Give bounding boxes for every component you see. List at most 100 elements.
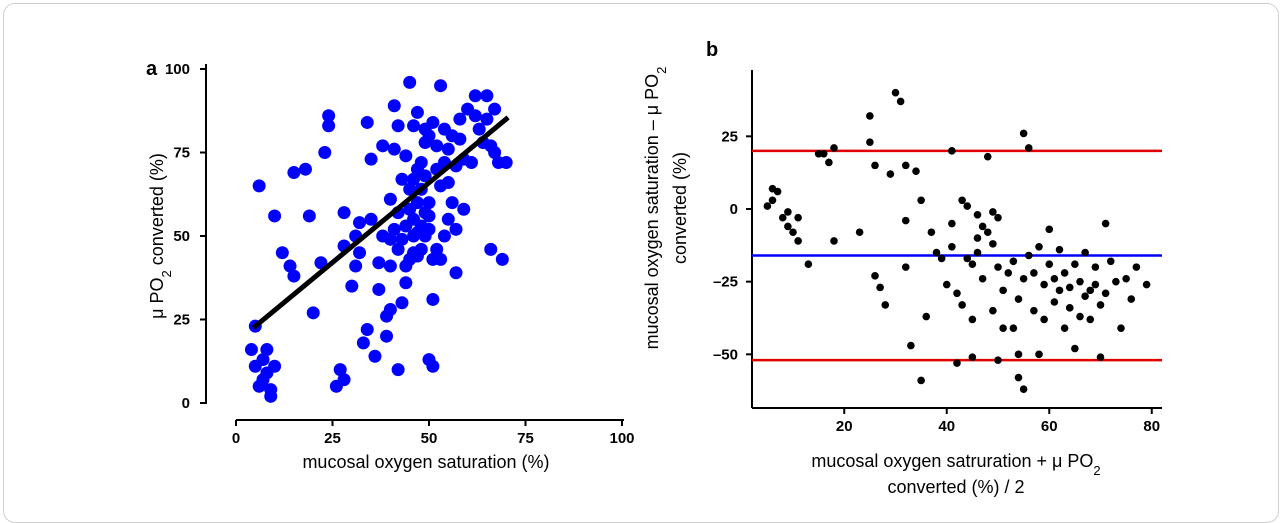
panel-b-point (1086, 315, 1095, 324)
panel-b-point (901, 216, 910, 225)
panel-a-point (480, 112, 494, 126)
panel-b-point (1101, 289, 1110, 298)
panel-b-point (881, 301, 890, 309)
panel-a-point (395, 232, 409, 246)
panel-a-point (314, 256, 328, 270)
panel-a-point (318, 146, 332, 159)
panel-a-point (410, 196, 424, 210)
panel-b-point (763, 202, 772, 210)
panel-b-point (1019, 274, 1028, 283)
panel-b-y-label-line1: mucosal oxygen saturation – μ PO2 (642, 67, 669, 350)
panel-b-point (1014, 350, 1023, 359)
panel-a-y-ticks: 0 25 50 75 100 (165, 61, 206, 412)
panel-b-point (999, 324, 1007, 332)
panel-b-point (907, 341, 915, 350)
panel-b-point (1009, 324, 1018, 332)
panel-a-point (395, 296, 409, 310)
panel-a-point (383, 259, 397, 273)
panel-a-point (488, 102, 502, 116)
panel-b-point (1055, 245, 1064, 254)
panel-a-point (414, 156, 428, 170)
panel-b-label: b (706, 39, 718, 61)
panel-a-point (337, 206, 351, 220)
panel-a-point (298, 162, 312, 176)
panel-b-point (1076, 312, 1084, 321)
panel-b-point (937, 254, 946, 263)
panel-a-y-tick-label: 100 (165, 61, 190, 78)
panel-b-point (1096, 353, 1105, 362)
panel-b-point (963, 254, 972, 263)
panel-a-point (322, 119, 336, 133)
panel-b-point (994, 263, 1002, 271)
panel-b-point (1024, 144, 1033, 152)
panel-a-point (434, 252, 448, 266)
panel-a-x-tick-label: 50 (421, 430, 438, 447)
panel-a-y-tick-label: 0 (182, 395, 190, 412)
panel-a-point (414, 242, 428, 256)
panel-b-point (1065, 283, 1074, 292)
panel-b-point (973, 234, 982, 242)
panel-a-x-ticks: 0 25 50 75 100 (232, 420, 635, 447)
panel-a-point (302, 209, 316, 223)
panel-a-point (383, 192, 397, 206)
panel-a-point (383, 232, 397, 246)
panel-b-point (1024, 251, 1033, 260)
panel-b-point (876, 283, 884, 292)
panel-b-point (1040, 280, 1048, 289)
panel-b-point (901, 161, 910, 170)
panel-a-point (453, 112, 467, 126)
panel-b-point (1127, 295, 1136, 303)
panel-b-point (942, 280, 951, 289)
panel-a-point (441, 142, 455, 156)
panel-b-point (830, 144, 838, 152)
panel-b-point (978, 222, 987, 231)
panel-a-point (364, 152, 378, 166)
panel-a-regression-line (251, 115, 510, 330)
panel-a-point (244, 343, 258, 357)
panel-a-point (407, 119, 421, 133)
panel-b-point (1101, 219, 1110, 228)
panel-a-point (372, 282, 386, 296)
panel-a-point (403, 182, 417, 196)
panel-a-point (252, 179, 266, 193)
panel-b-point (917, 196, 925, 205)
panel-b-point (1035, 242, 1043, 251)
panel-b-point (773, 187, 782, 196)
panel-b-point (978, 274, 987, 283)
panel-b-point (855, 228, 864, 237)
panel-a-point (434, 79, 448, 93)
panel-b-point (958, 301, 966, 309)
panel-a-point (356, 336, 370, 350)
panel-a-point (287, 269, 301, 283)
panel-b-point (784, 222, 792, 231)
panel-a-point (391, 119, 405, 133)
panel-a-point (399, 149, 413, 163)
panel-a-x-tick-label: 0 (232, 430, 240, 447)
panel-b-point (866, 112, 874, 120)
panel-b-point (973, 211, 982, 219)
panel-b-point (825, 158, 833, 167)
panel-b-point (1004, 269, 1013, 277)
panel-b-point (989, 240, 997, 248)
panel-b-point (1076, 277, 1084, 286)
panel-b-point (1009, 257, 1018, 266)
panel-b-point (958, 196, 966, 205)
panel-b-point (989, 208, 997, 216)
panel-b-point (871, 272, 879, 280)
panel-a-point (306, 306, 320, 320)
panel-a-point (353, 246, 367, 260)
panel-b: b –50 –25 0 25 20 40 60 80 mucosal oxygen satr… (642, 39, 1162, 497)
panel-b-x-label-line2: converted (%) / 2 (887, 477, 1024, 497)
panel-b-point (1106, 257, 1115, 266)
panel-b-point (953, 289, 961, 298)
panel-b-y-tick-label: 0 (730, 201, 738, 218)
panel-a-point (403, 75, 417, 89)
panel-a-point (283, 259, 297, 273)
panel-b-point (948, 147, 956, 155)
panel-a-point (380, 329, 394, 343)
panel-b-point (1086, 286, 1095, 295)
panel-a-point (353, 216, 367, 230)
panel-a-point (395, 172, 409, 186)
panel-a-point (345, 279, 359, 293)
panel-a-point (422, 209, 436, 223)
